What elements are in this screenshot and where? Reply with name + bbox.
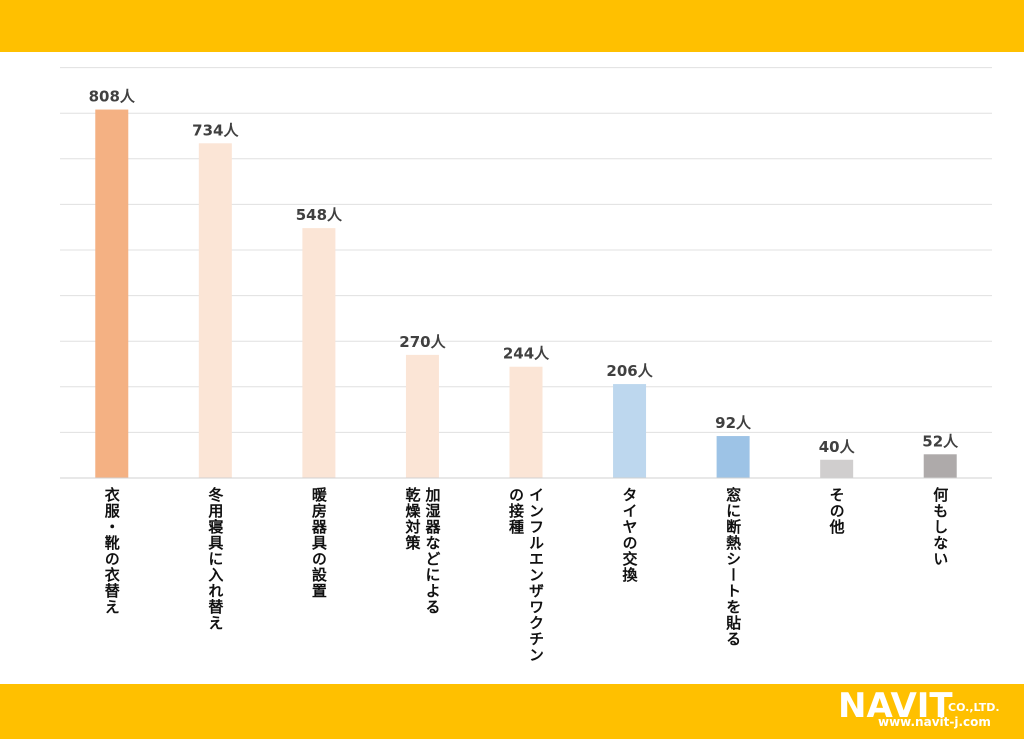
bar (613, 384, 647, 478)
value-label: 92人 (715, 414, 752, 432)
value-label: 548人 (296, 206, 343, 224)
category-label-line: 窓に断熱シートを貼る (724, 486, 742, 647)
value-label: 206人 (606, 362, 653, 380)
value-label: 40人 (819, 438, 856, 456)
category-label-line: 衣服・靴の衣替え (103, 486, 121, 615)
navit-logo: NAVIT CO.,LTD. www.navit-j.com (838, 689, 1014, 733)
category-label: タイヤの交換 (621, 487, 639, 583)
category-label: 何もしない (931, 486, 949, 567)
bar (509, 366, 543, 478)
logo-text: NAVIT (838, 686, 953, 726)
category-label-line: タイヤの交換 (621, 487, 639, 583)
value-label: 270人 (399, 333, 446, 351)
category-label: 暖房器具の設置 (310, 486, 328, 599)
value-label: 734人 (192, 121, 239, 139)
value-label: 808人 (89, 88, 136, 106)
category-label: 窓に断熱シートを貼る (724, 486, 742, 647)
bar (95, 109, 129, 478)
bottom-banner (0, 684, 1024, 739)
category-label: 冬用寝具に入れ替え (206, 486, 224, 631)
bar (405, 354, 439, 478)
category-label-line: 冬用寝具に入れ替え (206, 486, 224, 631)
value-label: 52人 (922, 432, 959, 450)
category-label: その他 (828, 487, 846, 535)
value-label: 244人 (503, 345, 550, 363)
top-banner (0, 0, 1024, 52)
logo-suffix: CO.,LTD. (948, 701, 1000, 714)
category-label-line: 暖房器具の設置 (310, 486, 328, 599)
category-label-line: 何もしない (931, 486, 949, 567)
bars (95, 109, 957, 478)
value-labels: 808人 734人 548人 270人 244人 206人 92人 40人 52人 (89, 88, 960, 456)
category-label-line: の接種 (507, 487, 525, 535)
category-label: 衣服・靴の衣替え (103, 486, 121, 615)
category-label-line: 加湿器などによる (423, 487, 441, 615)
category-label-line: インフルエンザワクチン (527, 487, 545, 663)
bar (198, 143, 232, 478)
logo-url: www.navit-j.com (878, 715, 991, 729)
bar (820, 459, 854, 478)
bar (302, 228, 336, 478)
bar (923, 454, 957, 478)
category-label-line: 乾燥対策 (403, 486, 421, 551)
bar (716, 436, 750, 478)
category-label-line: その他 (828, 487, 846, 535)
